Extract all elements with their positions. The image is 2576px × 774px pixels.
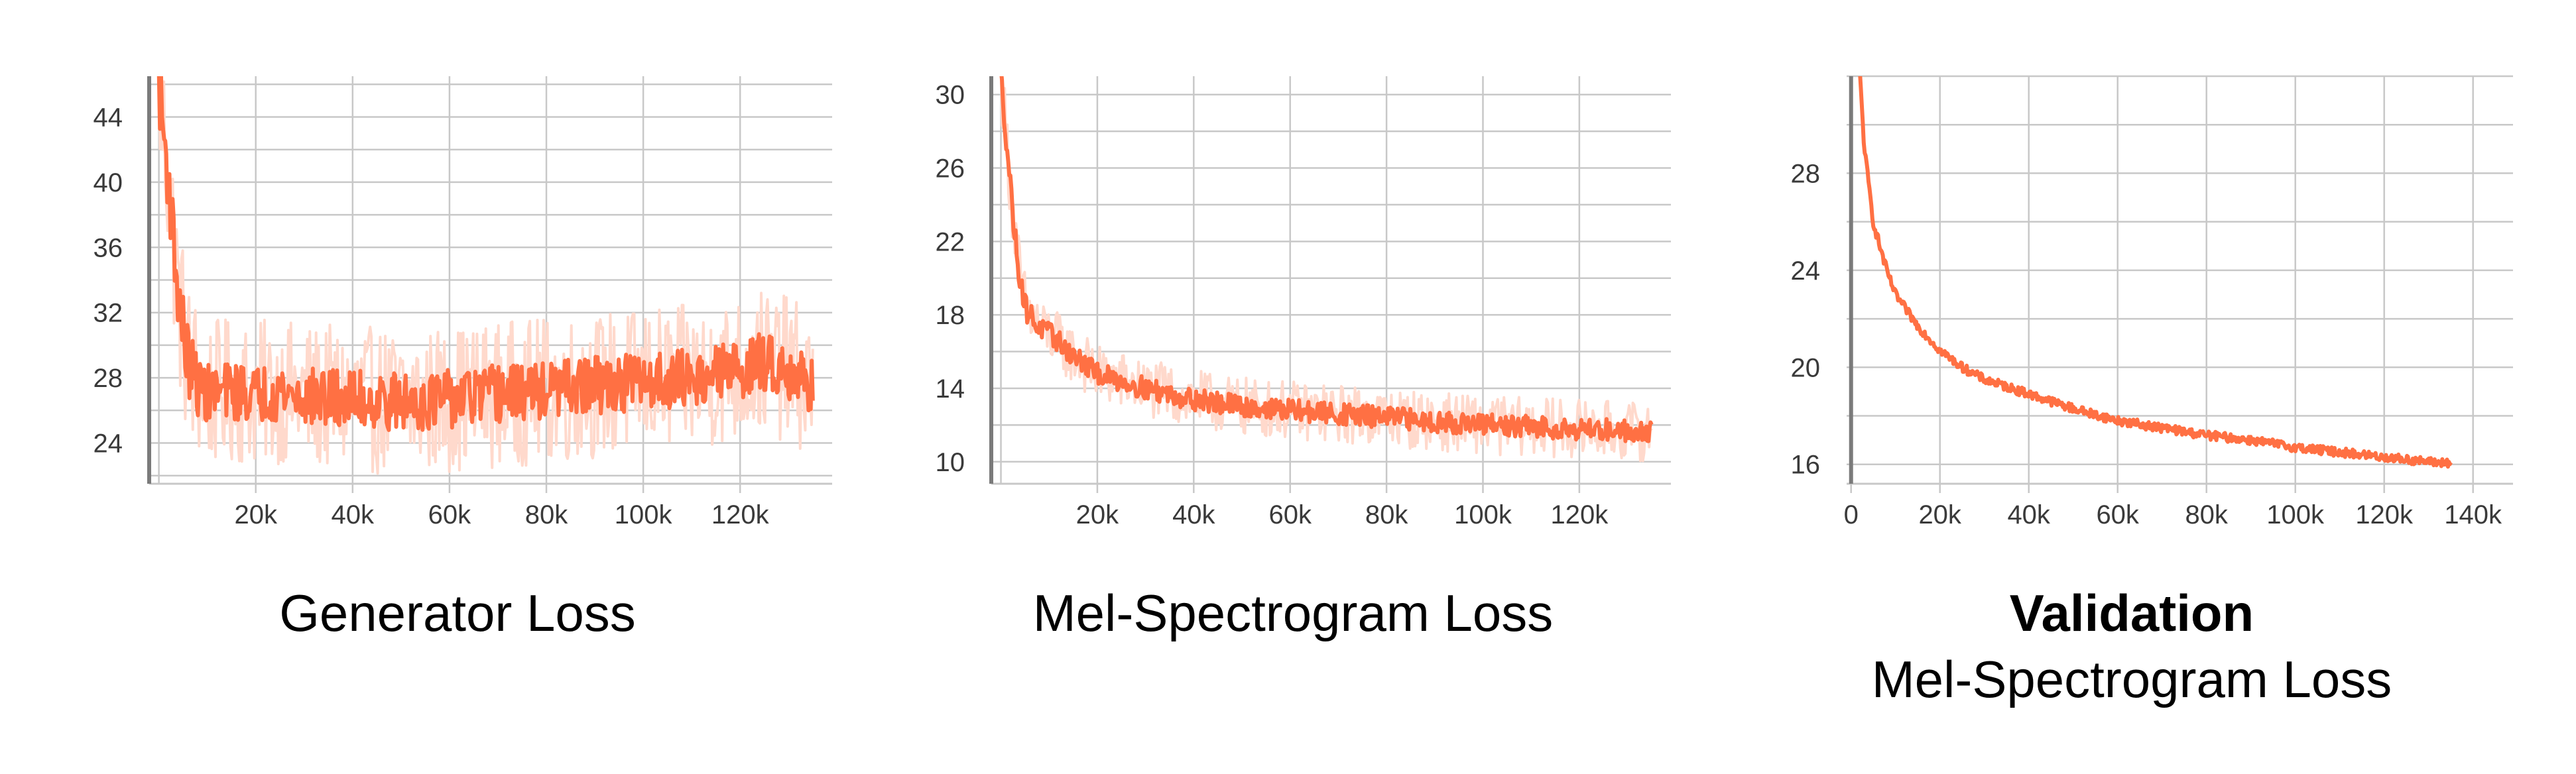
- generator-loss-title: Generator Loss: [279, 584, 636, 642]
- y-tick-label: 16: [1791, 451, 1821, 480]
- x-tick-label: 60k: [2096, 500, 2139, 529]
- y-tick-label: 28: [1791, 159, 1821, 188]
- raw-series-line: [158, 76, 814, 475]
- validation-loss-title: Validation: [2009, 584, 2254, 642]
- x-tick-label: 60k: [1268, 500, 1312, 529]
- x-tick-label: 80k: [1365, 500, 1408, 529]
- mel-spectrogram-loss-title: Mel-Spectrogram Loss: [1032, 584, 1554, 642]
- y-tick-label: 32: [93, 299, 123, 328]
- y-tick-label: 10: [936, 448, 965, 477]
- x-tick-label: 40k: [2007, 500, 2050, 529]
- x-tick-label: 20k: [1076, 500, 1119, 529]
- generator-loss-chart: 20k 40k 60k 80k 100k 120k 24 28 32 36 40 44: [0, 0, 859, 529]
- x-tick-label: 0: [1844, 500, 1859, 529]
- x-tick-label: 100k: [615, 500, 673, 529]
- x-tick-label: 100k: [1454, 500, 1512, 529]
- y-tick-label: 22: [936, 227, 965, 256]
- x-tick-label: 140k: [2444, 500, 2502, 529]
- y-tick-label: 14: [936, 374, 965, 404]
- x-tick-label: 80k: [2185, 500, 2228, 529]
- smoothed-series-line: [1858, 76, 2453, 469]
- grid: [149, 76, 832, 484]
- y-tick-label: 24: [93, 429, 123, 459]
- y-tick-label: 30: [936, 81, 965, 110]
- mel-spectrogram-loss-chart: 20k 40k 60k 80k 100k 120k 10 14 18 22 26 30: [859, 0, 1717, 529]
- y-tick-label: 28: [93, 364, 123, 393]
- x-tick-label: 100k: [2266, 500, 2325, 529]
- validation-loss-chart: 0 20k 40k 60k 80k 100k 120k 140k 16 20 24 28: [1717, 0, 2576, 529]
- x-tick-label: 20k: [1918, 500, 1961, 529]
- validation-loss-caption: Validation Mel-Spectrogram Loss: [1817, 580, 2447, 712]
- x-tick-label: 40k: [1172, 500, 1215, 529]
- grid: [1847, 75, 2513, 484]
- generator-loss-caption: Generator Loss: [192, 580, 723, 646]
- y-tick-label: 40: [93, 168, 123, 197]
- y-tick-label: 36: [93, 233, 123, 262]
- x-tick-label: 60k: [428, 500, 471, 529]
- x-tick-label: 20k: [234, 500, 277, 529]
- y-tick-label: 18: [936, 301, 965, 330]
- generator-loss-plot: 20k 40k 60k 80k 100k 120k 24 28 32 36 40 44: [93, 76, 832, 529]
- mel-spectrogram-loss-caption: Mel-Spectrogram Loss: [995, 580, 1591, 646]
- mel-spectrogram-loss-plot: 20k 40k 60k 80k 100k 120k 10 14 18 22 26 30: [936, 76, 1671, 529]
- smoothed-series-line: [999, 76, 1654, 443]
- x-tick-label: 80k: [525, 500, 568, 529]
- raw-series-line: [1000, 76, 1653, 463]
- validation-loss-subtitle: Mel-Spectrogram Loss: [1871, 650, 2392, 708]
- y-tick-label: 26: [936, 154, 965, 184]
- x-tick-label: 40k: [332, 500, 375, 529]
- x-tick-label: 120k: [2355, 500, 2414, 529]
- smoothed-series-line: [156, 76, 815, 432]
- y-tick-label: 24: [1791, 256, 1821, 286]
- validation-loss-plot: 0 20k 40k 60k 80k 100k 120k 140k 16 20 24 28: [1791, 75, 2513, 529]
- x-tick-label: 120k: [711, 500, 770, 529]
- y-tick-label: 20: [1791, 353, 1821, 382]
- x-tick-label: 120k: [1551, 500, 1609, 529]
- grid: [991, 76, 1671, 484]
- y-tick-label: 44: [93, 103, 123, 133]
